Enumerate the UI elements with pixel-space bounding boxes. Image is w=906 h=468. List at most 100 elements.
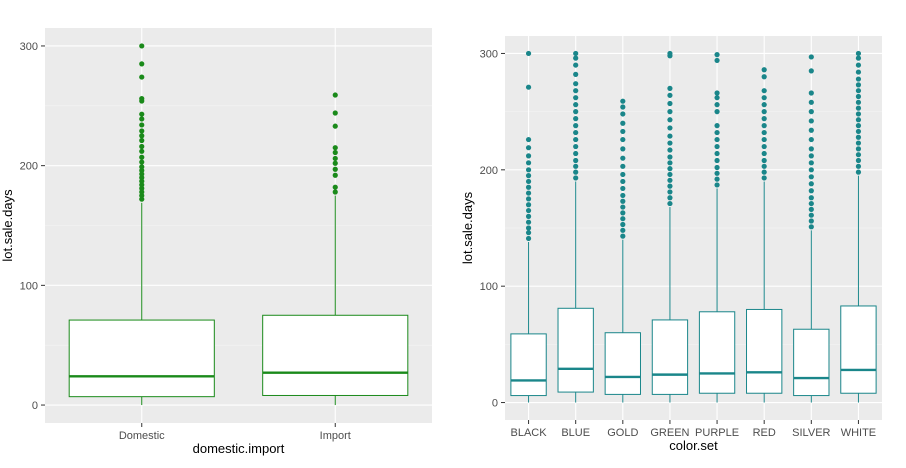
- outlier-point: [714, 95, 720, 101]
- outlier-point: [808, 90, 814, 96]
- outlier-point: [525, 196, 532, 202]
- outlier-point: [855, 152, 862, 158]
- outlier-point: [808, 54, 814, 60]
- outlier-point: [525, 84, 532, 90]
- outlier-point: [855, 93, 862, 100]
- outlier-point: [667, 171, 673, 178]
- y-tick-label: 100: [20, 280, 38, 292]
- outlier-point: [620, 204, 626, 210]
- outlier-point: [139, 143, 145, 150]
- outlier-point: [139, 164, 145, 170]
- outlier-point: [525, 190, 532, 196]
- outlier-point: [808, 167, 814, 173]
- box-iqr: [840, 305, 877, 394]
- outlier-point: [332, 110, 338, 116]
- outlier-point: [667, 177, 673, 183]
- outlier-point: [855, 123, 862, 129]
- box-gold: [604, 98, 641, 403]
- outlier-point: [761, 88, 767, 94]
- outlier-point: [808, 200, 814, 207]
- outlier-point: [714, 150, 720, 157]
- outlier-point: [139, 133, 145, 139]
- outlier-point: [573, 50, 579, 57]
- outlier-point: [714, 129, 720, 136]
- outlier-point: [525, 207, 532, 214]
- outlier-point: [714, 182, 720, 188]
- box-import: [262, 92, 409, 406]
- outlier-point: [667, 85, 673, 91]
- outlier-point: [525, 178, 532, 185]
- outlier-point: [139, 182, 145, 188]
- outlier-point: [573, 102, 579, 108]
- outlier-point: [808, 136, 814, 143]
- outlier-point: [761, 136, 767, 143]
- box-purple: [698, 52, 736, 403]
- x-axis-title: color.set: [669, 438, 718, 453]
- outlier-point: [332, 184, 338, 190]
- outlier-point: [667, 189, 673, 195]
- outlier-point: [808, 153, 814, 159]
- outlier-point: [525, 184, 532, 190]
- outlier-point: [855, 69, 862, 75]
- outlier-point: [139, 148, 145, 154]
- outlier-point: [761, 163, 767, 169]
- outlier-point: [620, 111, 626, 117]
- outlier-point: [667, 140, 673, 146]
- outlier-point: [139, 189, 145, 195]
- outlier-point: [808, 127, 814, 133]
- outlier-point: [620, 192, 626, 199]
- outlier-point: [332, 92, 338, 98]
- outlier-point: [855, 55, 862, 61]
- outlier-point: [620, 233, 626, 239]
- box-black: [510, 50, 547, 403]
- outlier-point: [620, 146, 626, 152]
- box-iqr: [604, 332, 641, 395]
- outlier-point: [525, 153, 532, 159]
- outlier-point: [667, 154, 673, 160]
- outlier-point: [620, 163, 626, 169]
- outlier-point: [808, 224, 814, 230]
- outlier-point: [855, 88, 862, 94]
- outlier-point: [573, 129, 579, 136]
- outlier-point: [573, 95, 579, 101]
- outlier-point: [139, 185, 145, 191]
- y-tick-label: 300: [20, 41, 38, 53]
- outlier-point: [525, 167, 532, 173]
- outlier-point: [573, 55, 579, 61]
- outlier-point: [855, 76, 862, 82]
- box-red: [746, 67, 783, 403]
- x-tick-label: Domestic: [119, 430, 165, 442]
- outlier-point: [714, 109, 720, 115]
- outlier-point: [855, 82, 862, 88]
- box-iqr: [68, 319, 215, 398]
- outlier-point: [667, 109, 673, 115]
- outlier-point: [808, 218, 814, 224]
- outlier-point: [761, 95, 767, 101]
- outlier-point: [573, 143, 579, 150]
- outlier-point: [761, 169, 767, 175]
- outlier-point: [573, 157, 579, 164]
- outlier-point: [525, 225, 532, 231]
- outlier-point: [332, 123, 338, 129]
- outlier-point: [855, 117, 862, 123]
- outlier-point: [139, 175, 145, 181]
- outlier-point: [620, 120, 626, 126]
- y-tick-label: 300: [480, 48, 498, 60]
- outlier-point: [139, 154, 145, 160]
- outlier-point: [573, 109, 579, 115]
- outlier-point: [761, 102, 767, 108]
- outlier-point: [620, 198, 626, 204]
- outlier-point: [525, 235, 532, 242]
- outlier-point: [855, 140, 862, 146]
- outlier-point: [139, 96, 145, 102]
- outlier-point: [855, 134, 862, 140]
- y-tick-label: 200: [480, 165, 498, 177]
- outlier-point: [855, 62, 862, 68]
- x-tick-label: RED: [753, 427, 776, 439]
- outlier-point: [714, 170, 720, 176]
- x-tick-label: BLACK: [511, 427, 548, 439]
- outlier-point: [620, 185, 626, 192]
- outlier-point: [714, 164, 720, 171]
- outlier-point: [808, 99, 814, 105]
- outlier-point: [525, 50, 532, 57]
